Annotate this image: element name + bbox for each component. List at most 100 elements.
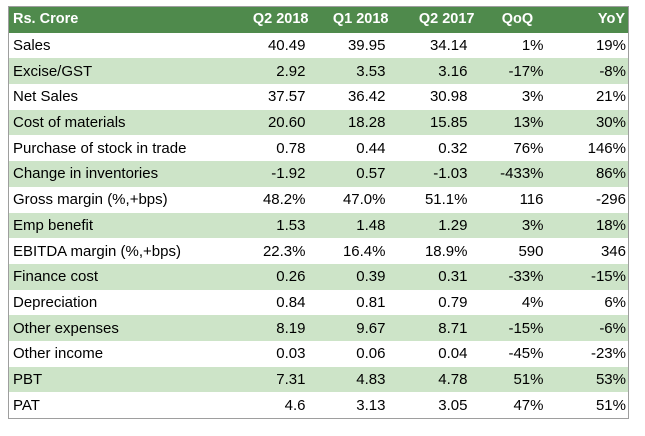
row-label: Sales xyxy=(8,32,234,59)
cell-qoq: 590 xyxy=(477,238,558,264)
cell-q2-2017: 0.04 xyxy=(391,340,478,367)
cell-qoq: 76% xyxy=(477,135,558,162)
cell-q2-2018: 40.49 xyxy=(233,32,312,59)
cell-yoy: 21% xyxy=(557,84,629,110)
header-rs-crore: Rs. Crore xyxy=(8,6,234,33)
cell-q1-2018: 3.53 xyxy=(311,58,392,85)
cell-q2-2017: 0.79 xyxy=(391,289,478,316)
cell-q2-2018: 7.31 xyxy=(233,366,312,393)
cell-q2-2018: 22.3% xyxy=(233,238,312,264)
cell-yoy: -6% xyxy=(557,315,629,341)
header-q1-2018: Q1 2018 xyxy=(311,6,392,33)
cell-yoy: 51% xyxy=(557,392,629,419)
row-label: Emp benefit xyxy=(8,212,234,239)
row-label: PAT xyxy=(8,392,234,419)
cell-q2-2017: 8.71 xyxy=(391,315,478,341)
row-label: Other expenses xyxy=(8,315,234,341)
table-row: Other expenses 8.19 9.67 8.71 -15% -6% xyxy=(8,315,629,341)
cell-q2-2018: 37.57 xyxy=(233,84,312,110)
cell-q2-2017: 0.31 xyxy=(391,263,478,290)
header-qoq: QoQ xyxy=(477,6,558,33)
cell-q1-2018: 0.57 xyxy=(311,161,392,187)
row-label: Net Sales xyxy=(8,84,234,110)
table-row: PBT 7.31 4.83 4.78 51% 53% xyxy=(8,366,629,393)
cell-yoy: 53% xyxy=(557,366,629,393)
cell-yoy: 30% xyxy=(557,109,629,136)
cell-yoy: 346 xyxy=(557,238,629,264)
cell-qoq: 4% xyxy=(477,289,558,316)
cell-yoy: -23% xyxy=(557,340,629,367)
cell-q1-2018: 39.95 xyxy=(311,32,392,59)
cell-qoq: 3% xyxy=(477,84,558,110)
cell-q2-2018: 0.84 xyxy=(233,289,312,316)
cell-yoy: 86% xyxy=(557,161,629,187)
table-row: Depreciation 0.84 0.81 0.79 4% 6% xyxy=(8,289,629,316)
cell-qoq: 51% xyxy=(477,366,558,393)
table-row: Excise/GST 2.92 3.53 3.16 -17% -8% xyxy=(8,58,629,85)
cell-q2-2017: 34.14 xyxy=(391,32,478,59)
cell-yoy: -8% xyxy=(557,58,629,85)
cell-q2-2018: 2.92 xyxy=(233,58,312,85)
table-row: Gross margin (%,+bps) 48.2% 47.0% 51.1% 116-… xyxy=(8,186,629,213)
cell-qoq: -15% xyxy=(477,315,558,341)
cell-q1-2018: 9.67 xyxy=(311,315,392,341)
table-body: Sales 40.49 39.95 34.14 1% 19% Excise/GST 2.92 3… xyxy=(8,32,629,419)
row-label: Excise/GST xyxy=(8,58,234,85)
cell-yoy: -296 xyxy=(557,186,629,213)
table-header-row: Rs. Crore Q2 2018 Q1 2018 Q2 2017 QoQ Yo… xyxy=(8,6,629,33)
cell-yoy: -15% xyxy=(557,263,629,290)
cell-yoy: 146% xyxy=(557,135,629,162)
cell-qoq: -45% xyxy=(477,340,558,367)
cell-q1-2018: 1.48 xyxy=(311,212,392,239)
cell-q1-2018: 0.39 xyxy=(311,263,392,290)
row-label: Change in inventories xyxy=(8,161,234,187)
table-row: Net Sales 37.57 36.42 30.98 3% 21% xyxy=(8,84,629,110)
cell-q1-2018: 3.13 xyxy=(311,392,392,419)
cell-q2-2018: 4.6 xyxy=(233,392,312,419)
table-row: EBITDA margin (%,+bps) 22.3% 16.4% 18.9% 590… xyxy=(8,238,629,264)
cell-qoq: 116 xyxy=(477,186,558,213)
cell-q1-2018: 47.0% xyxy=(311,186,392,213)
cell-q2-2018: 0.03 xyxy=(233,340,312,367)
row-label: Finance cost xyxy=(8,263,234,290)
table-row: Finance cost 0.26 0.39 0.31 -33% -15% xyxy=(8,263,629,290)
row-label: EBITDA margin (%,+bps) xyxy=(8,238,234,264)
cell-q1-2018: 4.83 xyxy=(311,366,392,393)
cell-q1-2018: 0.06 xyxy=(311,340,392,367)
cell-qoq: 3% xyxy=(477,212,558,239)
row-label: Gross margin (%,+bps) xyxy=(8,186,234,213)
cell-yoy: 18% xyxy=(557,212,629,239)
row-label: Purchase of stock in trade xyxy=(8,135,234,162)
cell-yoy: 19% xyxy=(557,32,629,59)
cell-qoq: -17% xyxy=(477,58,558,85)
cell-yoy: 6% xyxy=(557,289,629,316)
cell-q2-2017: 3.05 xyxy=(391,392,478,419)
cell-qoq: -33% xyxy=(477,263,558,290)
cell-q1-2018: 16.4% xyxy=(311,238,392,264)
cell-q2-2017: 1.29 xyxy=(391,212,478,239)
cell-q2-2017: 15.85 xyxy=(391,109,478,136)
row-label: Other income xyxy=(8,340,234,367)
cell-q2-2017: -1.03 xyxy=(391,161,478,187)
cell-q2-2018: 0.78 xyxy=(233,135,312,162)
cell-q2-2017: 0.32 xyxy=(391,135,478,162)
table-row: Sales 40.49 39.95 34.14 1% 19% xyxy=(8,32,629,59)
cell-q2-2017: 3.16 xyxy=(391,58,478,85)
cell-qoq: 1% xyxy=(477,32,558,59)
header-q2-2017: Q2 2017 xyxy=(391,6,478,33)
cell-q2-2018: 1.53 xyxy=(233,212,312,239)
table-row: PAT 4.6 3.13 3.05 47% 51% xyxy=(8,392,629,419)
table-row: Other income 0.03 0.06 0.04 -45% -23% xyxy=(8,340,629,367)
header-yoy: YoY xyxy=(557,6,629,33)
table-row: Cost of materials 20.60 18.28 15.85 13% 30% xyxy=(8,109,629,136)
table-row: Purchase of stock in trade 0.78 0.44 0.32 76… xyxy=(8,135,629,162)
header-q2-2018: Q2 2018 xyxy=(233,6,312,33)
cell-q2-2017: 30.98 xyxy=(391,84,478,110)
cell-q2-2018: -1.92 xyxy=(233,161,312,187)
cell-q2-2017: 4.78 xyxy=(391,366,478,393)
cell-q1-2018: 36.42 xyxy=(311,84,392,110)
financial-results-table: Rs. Crore Q2 2018 Q1 2018 Q2 2017 QoQ Yo… xyxy=(8,6,629,419)
row-label: Depreciation xyxy=(8,289,234,316)
cell-q2-2018: 48.2% xyxy=(233,186,312,213)
table-row: Change in inventories -1.92 0.57 -1.03 -433%… xyxy=(8,161,629,187)
